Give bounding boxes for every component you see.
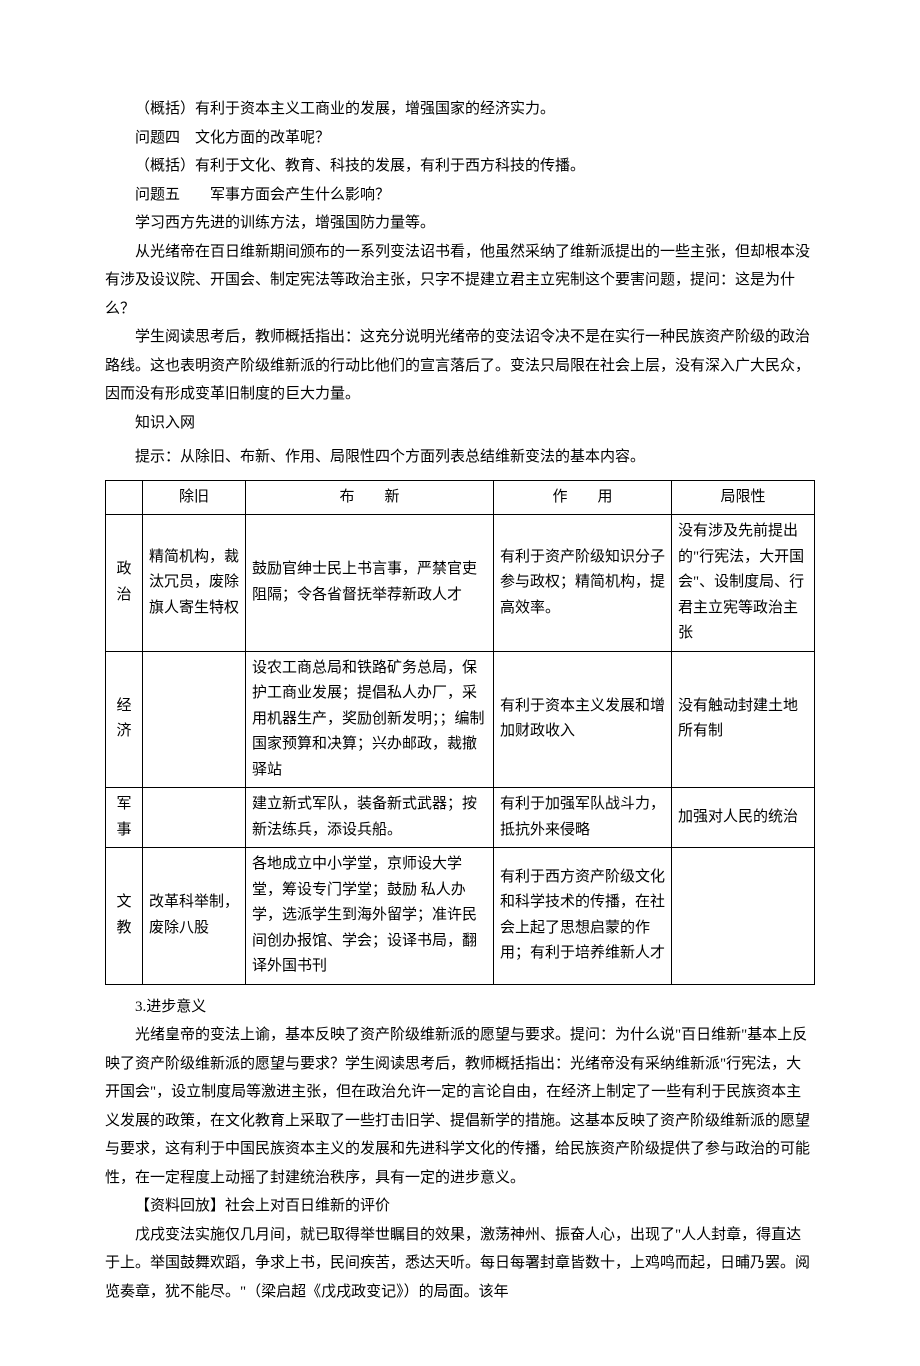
cat-economy: 经济 bbox=[106, 651, 143, 788]
reform-table: 除旧 布 新 作 用 局限性 政治 精简机构，裁汰冗员，废除旗人寄生特权 鼓励官… bbox=[105, 480, 815, 985]
th-blank bbox=[106, 480, 143, 515]
cell bbox=[143, 651, 246, 788]
th-limit: 局限性 bbox=[672, 480, 815, 515]
cell: 没有触动封建土地所有制 bbox=[672, 651, 815, 788]
sub-heading: 知识入网 bbox=[105, 409, 815, 438]
cell: 精简机构，裁汰冗员，废除旗人寄生特权 bbox=[143, 515, 246, 652]
cell: 鼓励官绅士民上书言事，严禁官吏阻隔；令各省督抚举荐新政人才 bbox=[246, 515, 494, 652]
cell: 没有涉及先前提出的"行宪法，大开国会"、设制度局、行君主立宪等政治主张 bbox=[672, 515, 815, 652]
paragraph: 学生阅读思考后，教师概括指出：这充分说明光绪帝的变法诏令决不是在实行一种民族资产… bbox=[105, 323, 815, 409]
th-effect: 作 用 bbox=[494, 480, 672, 515]
th-remove: 除旧 bbox=[143, 480, 246, 515]
cell: 有利于资本主义发展和增加财政收入 bbox=[494, 651, 672, 788]
cell: 有利于西方资产阶级文化和科学技术的传播，在社会上起了思想启蒙的作用；有利于培养维… bbox=[494, 848, 672, 985]
cell: 建立新式军队，装备新式武器；按新法练兵，添设兵船。 bbox=[246, 788, 494, 848]
paragraph: 戊戌变法实施仅几月间，就已取得举世瞩目的效果，激荡神州、振奋人心，出现了"人人封… bbox=[105, 1221, 815, 1307]
answer-4: （概括）有利于文化、教育、科技的发展，有利于西方科技的传播。 bbox=[105, 152, 815, 181]
paragraph: （概括）有利于资本主义工商业的发展，增强国家的经济实力。 bbox=[105, 95, 815, 124]
table-header-row: 除旧 布 新 作 用 局限性 bbox=[106, 480, 815, 515]
source-label: 【资料回放】社会上对百日维新的评价 bbox=[105, 1192, 815, 1221]
table-row: 政治 精简机构，裁汰冗员，废除旗人寄生特权 鼓励官绅士民上书言事，严禁官吏阻隔；… bbox=[106, 515, 815, 652]
paragraph: 从光绪帝在百日维新期间颁布的一系列变法诏书看，他虽然采纳了维新派提出的一些主张，… bbox=[105, 238, 815, 324]
cell: 改革科举制，废除八股 bbox=[143, 848, 246, 985]
hint: 提示：从除旧、布新、作用、局限性四个方面列表总结维新变法的基本内容。 bbox=[105, 443, 815, 472]
cat-politics: 政治 bbox=[106, 515, 143, 652]
section-number: 3.进步意义 bbox=[105, 993, 815, 1022]
cell: 各地成立中小学堂，京师设大学堂，筹设专门学堂；鼓励 私人办学，选派学生到海外留学… bbox=[246, 848, 494, 985]
cell bbox=[143, 788, 246, 848]
question-5: 问题五 军事方面会产生什么影响？ bbox=[105, 181, 815, 210]
answer-5: 学习西方先进的训练方法，增强国防力量等。 bbox=[105, 209, 815, 238]
cell: 设农工商总局和铁路矿务总局，保护工商业发展；提倡私人办厂，采用机器生产，奖励创新… bbox=[246, 651, 494, 788]
paragraph: 光绪皇帝的变法上谕，基本反映了资产阶级维新派的愿望与要求。提问：为什么说"百日维… bbox=[105, 1021, 815, 1192]
cat-education: 文教 bbox=[106, 848, 143, 985]
table-row: 文教 改革科举制，废除八股 各地成立中小学堂，京师设大学堂，筹设专门学堂；鼓励 … bbox=[106, 848, 815, 985]
cell bbox=[672, 848, 815, 985]
cell: 有利于资产阶级知识分子参与政权；精简机构，提高效率。 bbox=[494, 515, 672, 652]
question-4: 问题四 文化方面的改革呢？ bbox=[105, 124, 815, 153]
th-new: 布 新 bbox=[246, 480, 494, 515]
cell: 有利于加强军队战斗力，抵抗外来侵略 bbox=[494, 788, 672, 848]
table-row: 军事 建立新式军队，装备新式武器；按新法练兵，添设兵船。 有利于加强军队战斗力，… bbox=[106, 788, 815, 848]
cat-military: 军事 bbox=[106, 788, 143, 848]
cell: 加强对人民的统治 bbox=[672, 788, 815, 848]
table-row: 经济 设农工商总局和铁路矿务总局，保护工商业发展；提倡私人办厂，采用机器生产，奖… bbox=[106, 651, 815, 788]
